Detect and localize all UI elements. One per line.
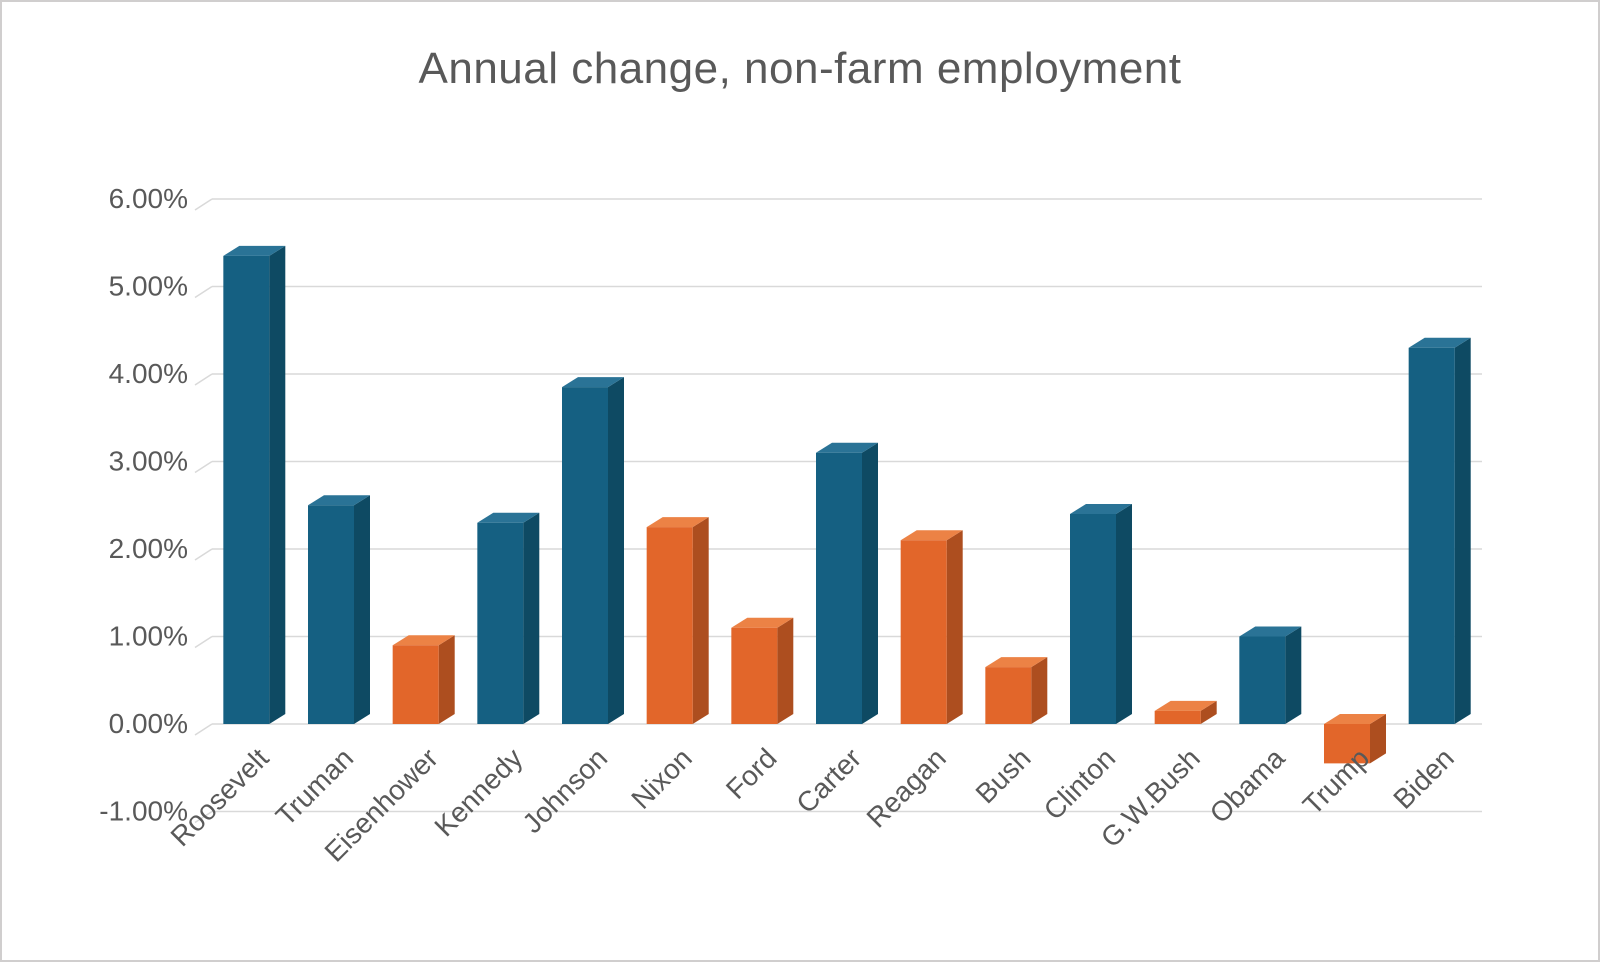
x-axis-label-reagan: Reagan [861, 742, 952, 833]
bar-g-w-bush [1154, 710, 1201, 724]
gridline-depth-tick [194, 810, 213, 824]
bar-bush-top [985, 657, 1048, 668]
bar-truman [308, 505, 354, 724]
bar-bush [985, 667, 1032, 724]
x-axis-label-bush: Bush [970, 742, 1037, 809]
bar-eisenhower-side [438, 635, 455, 724]
gridline-depth-tick [194, 460, 213, 474]
x-axis-label-kennedy: Kennedy [428, 742, 528, 842]
bar-roosevelt [223, 255, 270, 724]
gridline-depth-tick [194, 723, 213, 736]
bar-trump-side [1370, 714, 1386, 764]
bar-ford-side [777, 617, 794, 724]
bar-truman-side [354, 495, 370, 724]
bar-obama-top [1239, 626, 1302, 637]
gridline-depth-tick [194, 285, 213, 299]
bar-biden [1408, 347, 1455, 724]
bar-kennedy [477, 522, 524, 724]
y-axis-label-5-00-: 5.00% [109, 271, 188, 302]
bar-ford-top [731, 617, 794, 628]
bar-reagan-side [946, 530, 963, 724]
x-axis-label-johnson: Johnson [516, 742, 613, 839]
bar-nixon [646, 527, 693, 724]
gridline-depth-tick [194, 373, 213, 386]
x-axis-label-nixon: Nixon [625, 742, 698, 815]
bar-nixon-top [646, 517, 709, 528]
bar-reagan-top [900, 530, 963, 541]
y-axis-label-6-00-: 6.00% [109, 183, 188, 214]
gridline-depth-tick [194, 198, 213, 211]
x-axis-label-obama: Obama [1204, 742, 1291, 829]
bar-johnson [562, 387, 608, 724]
bar-trump-top [1324, 714, 1386, 724]
bar-johnson-side [608, 377, 624, 724]
bar-johnson-top [562, 377, 624, 388]
y-axis-label-0-00-: 0.00% [109, 708, 188, 739]
y-axis-label-2-00-: 2.00% [109, 533, 188, 564]
bar-carter-top [816, 442, 878, 453]
bar-clinton-top [1070, 504, 1132, 514]
y-axis-label-1-00-: 1.00% [109, 621, 188, 652]
y-axis-label--1-00-: -1.00% [99, 796, 188, 827]
bar-roosevelt-top [223, 245, 286, 256]
bar-carter [816, 452, 862, 724]
x-axis-label-ford: Ford [720, 742, 783, 805]
bar-truman-top [308, 495, 370, 506]
bar-clinton [1070, 514, 1116, 724]
x-axis-label-biden: Biden [1387, 742, 1460, 815]
gridline-depth-tick [194, 635, 213, 649]
gridline-depth-tick [194, 548, 213, 561]
y-axis-label-3-00-: 3.00% [109, 446, 188, 477]
bar-g-w-bush-side [1200, 700, 1217, 724]
bar-eisenhower-top [392, 635, 455, 646]
bar-biden-top [1408, 337, 1471, 348]
bar-carter-side [862, 442, 878, 724]
bar-bush-side [1031, 657, 1048, 724]
chart-title: Annual change, non-farm employment [418, 44, 1182, 93]
x-axis-label-clinton: Clinton [1038, 742, 1122, 826]
x-axis-label-carter: Carter [790, 742, 867, 819]
bar-clinton-side [1116, 504, 1132, 724]
y-axis-label-4-00-: 4.00% [109, 358, 188, 389]
bar-reagan [900, 540, 947, 724]
bar-obama [1239, 636, 1286, 724]
bar-trump [1324, 724, 1370, 764]
bar-roosevelt-side [269, 245, 286, 724]
bar-biden-side [1454, 337, 1471, 724]
bar-kennedy-top [477, 512, 540, 523]
bar-ford [731, 627, 778, 724]
bar-nixon-side [692, 517, 709, 724]
bar-kennedy-side [523, 512, 540, 724]
bar-g-w-bush-top [1154, 700, 1217, 711]
bar-obama-side [1285, 626, 1302, 724]
bar-eisenhower [392, 645, 439, 724]
